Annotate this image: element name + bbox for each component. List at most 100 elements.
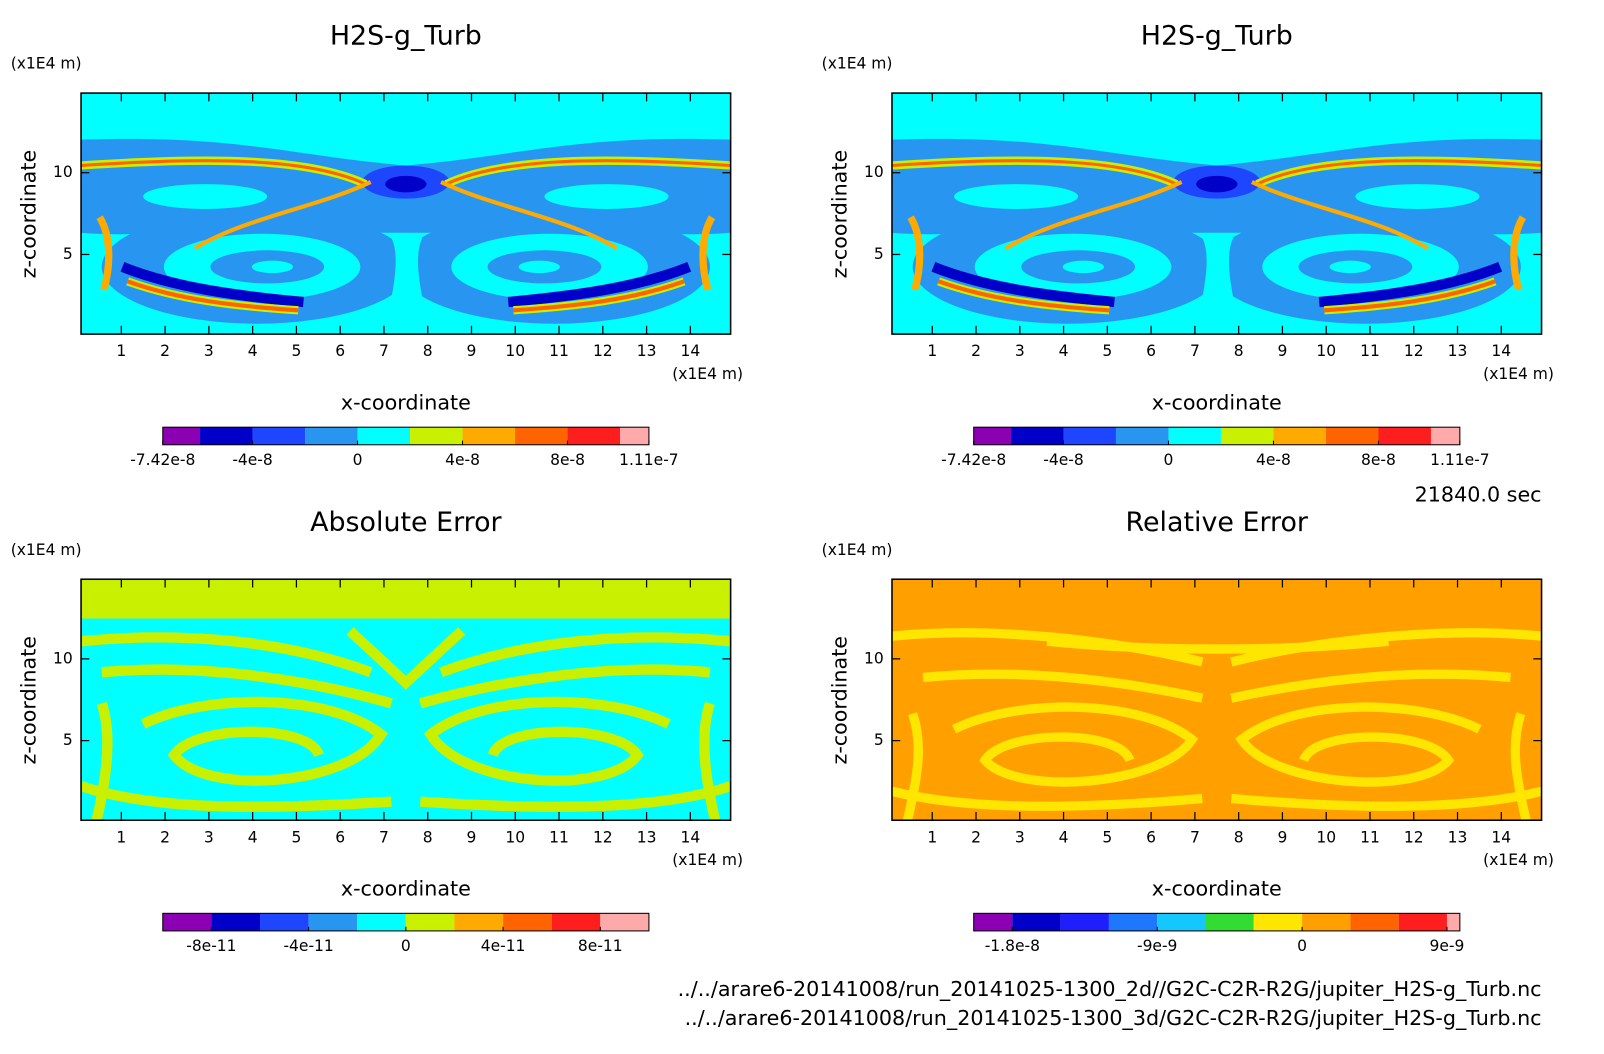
y-axis-label: z-coordinate	[16, 150, 40, 279]
x-tick-label: 10	[505, 342, 525, 360]
colorbar-segment	[410, 427, 463, 445]
colorbar-tick-label: 0	[401, 937, 411, 955]
x-tick-label: 13	[1448, 828, 1468, 846]
x-tick-label: 7	[379, 828, 389, 846]
colorbar-segment	[973, 913, 1013, 931]
colorbar-segment	[1168, 427, 1221, 445]
x-tick-label: 9	[467, 342, 477, 360]
plot-frame	[80, 92, 732, 335]
colorbar-segment	[1398, 913, 1447, 931]
x-tick-label: 12	[593, 828, 613, 846]
colorbar-segment	[200, 427, 253, 445]
colorbar-tick-label: -7.42e-8	[941, 451, 1006, 469]
x-tick-label: 14	[1491, 828, 1511, 846]
colorbar-segment	[1063, 427, 1116, 445]
y-tick-label: 10	[53, 649, 73, 667]
x-tick-label: 2	[971, 342, 981, 360]
x-unit: (x1E4 m)	[672, 851, 743, 869]
contour-field	[81, 93, 731, 334]
x-tick-label: 13	[637, 342, 657, 360]
x-tick-label: 8	[423, 828, 433, 846]
colorbar-segment	[503, 913, 552, 931]
y-tick-label: 10	[864, 163, 884, 181]
plot-frame	[891, 92, 1543, 335]
x-tick-label: 4	[1059, 342, 1069, 360]
x-unit: (x1E4 m)	[1483, 851, 1554, 869]
contour-field	[892, 93, 1542, 334]
x-unit: (x1E4 m)	[672, 365, 743, 383]
colorbar-segment	[357, 913, 406, 931]
x-tick-label: 12	[1404, 342, 1424, 360]
x-tick-label: 8	[423, 342, 433, 360]
colorbar-tick-label: -8e-11	[186, 937, 236, 955]
x-tick-label: 10	[505, 828, 525, 846]
colorbar-segment	[462, 427, 516, 445]
x-tick-label: 3	[1015, 342, 1025, 360]
colorbar-segment	[551, 913, 601, 931]
y-tick-label: 5	[63, 245, 73, 263]
y-axis-label: z-coordinate	[16, 636, 40, 765]
x-tick-label: 7	[1190, 342, 1200, 360]
colorbar-tick-label: 0	[1297, 937, 1307, 955]
colorbar-segment	[308, 913, 358, 931]
x-tick-label: 9	[467, 828, 477, 846]
colorbar-tick-label: 0	[1164, 451, 1174, 469]
colorbar-tick-label: 8e-11	[578, 937, 623, 955]
y-unit: (x1E4 m)	[11, 55, 82, 73]
colorbar-frame	[162, 426, 650, 446]
colorbar-segment	[1325, 427, 1379, 445]
x-tick-label: 13	[637, 828, 657, 846]
x-tick-label: 8	[1234, 342, 1244, 360]
colorbar-segment	[1157, 913, 1206, 931]
x-tick-label: 14	[680, 828, 700, 846]
x-tick-label: 2	[160, 828, 170, 846]
x-tick-label: 5	[1102, 828, 1112, 846]
chart-title: Relative Error	[1126, 507, 1309, 538]
colorbar-segment	[1430, 427, 1460, 445]
y-unit: (x1E4 m)	[822, 55, 893, 73]
x-tick-label: 12	[1404, 828, 1424, 846]
x-tick-label: 5	[291, 828, 301, 846]
colorbar-segment	[1115, 427, 1169, 445]
colorbar-tick-label: 8e-8	[1361, 451, 1396, 469]
x-tick-label: 5	[1102, 342, 1112, 360]
y-axis-label: z-coordinate	[827, 150, 851, 279]
file-path: ../../arare6-20141008/run_20141025-1300_…	[678, 977, 1542, 1002]
colorbar-segment	[600, 913, 649, 931]
chart-title: H2S-g_Turb	[330, 21, 482, 52]
y-tick-label: 5	[874, 245, 884, 263]
colorbar-segment	[162, 427, 201, 445]
colorbar-tick-label: -4e-11	[283, 937, 333, 955]
x-tick-label: 10	[1316, 342, 1336, 360]
colorbar-segment	[1010, 427, 1064, 445]
x-tick-label: 6	[1146, 342, 1156, 360]
x-tick-label: 3	[204, 342, 214, 360]
colorbar-segment	[620, 427, 649, 445]
colorbar-tick-label: -1.8e-8	[985, 937, 1040, 955]
x-tick-label: 12	[593, 342, 613, 360]
x-unit: (x1E4 m)	[1483, 365, 1554, 383]
contour-field	[892, 579, 1542, 820]
plot-frame	[80, 578, 732, 822]
x-tick-label: 7	[379, 342, 389, 360]
y-tick-label: 10	[53, 163, 73, 181]
colorbar-segment	[211, 913, 261, 931]
x-tick-label: 4	[248, 828, 258, 846]
colorbar-segment	[1378, 427, 1431, 445]
x-tick-label: 1	[927, 828, 937, 846]
colorbar-tick-label: 9e-9	[1430, 937, 1465, 955]
x-tick-label: 10	[1316, 828, 1336, 846]
x-tick-label: 6	[335, 828, 345, 846]
colorbar-tick-label: -4e-8	[232, 451, 272, 469]
x-tick-label: 1	[927, 342, 937, 360]
x-tick-label: 5	[291, 342, 301, 360]
colorbar-tick-label: 0	[353, 451, 363, 469]
x-tick-label: 9	[1277, 828, 1287, 846]
contour-field	[81, 579, 731, 820]
x-axis-label: x-coordinate	[1152, 877, 1282, 901]
colorbar-segment	[1273, 427, 1326, 445]
colorbar-segment	[973, 427, 1011, 445]
x-tick-label: 11	[549, 828, 569, 846]
y-tick-label: 10	[864, 649, 884, 667]
